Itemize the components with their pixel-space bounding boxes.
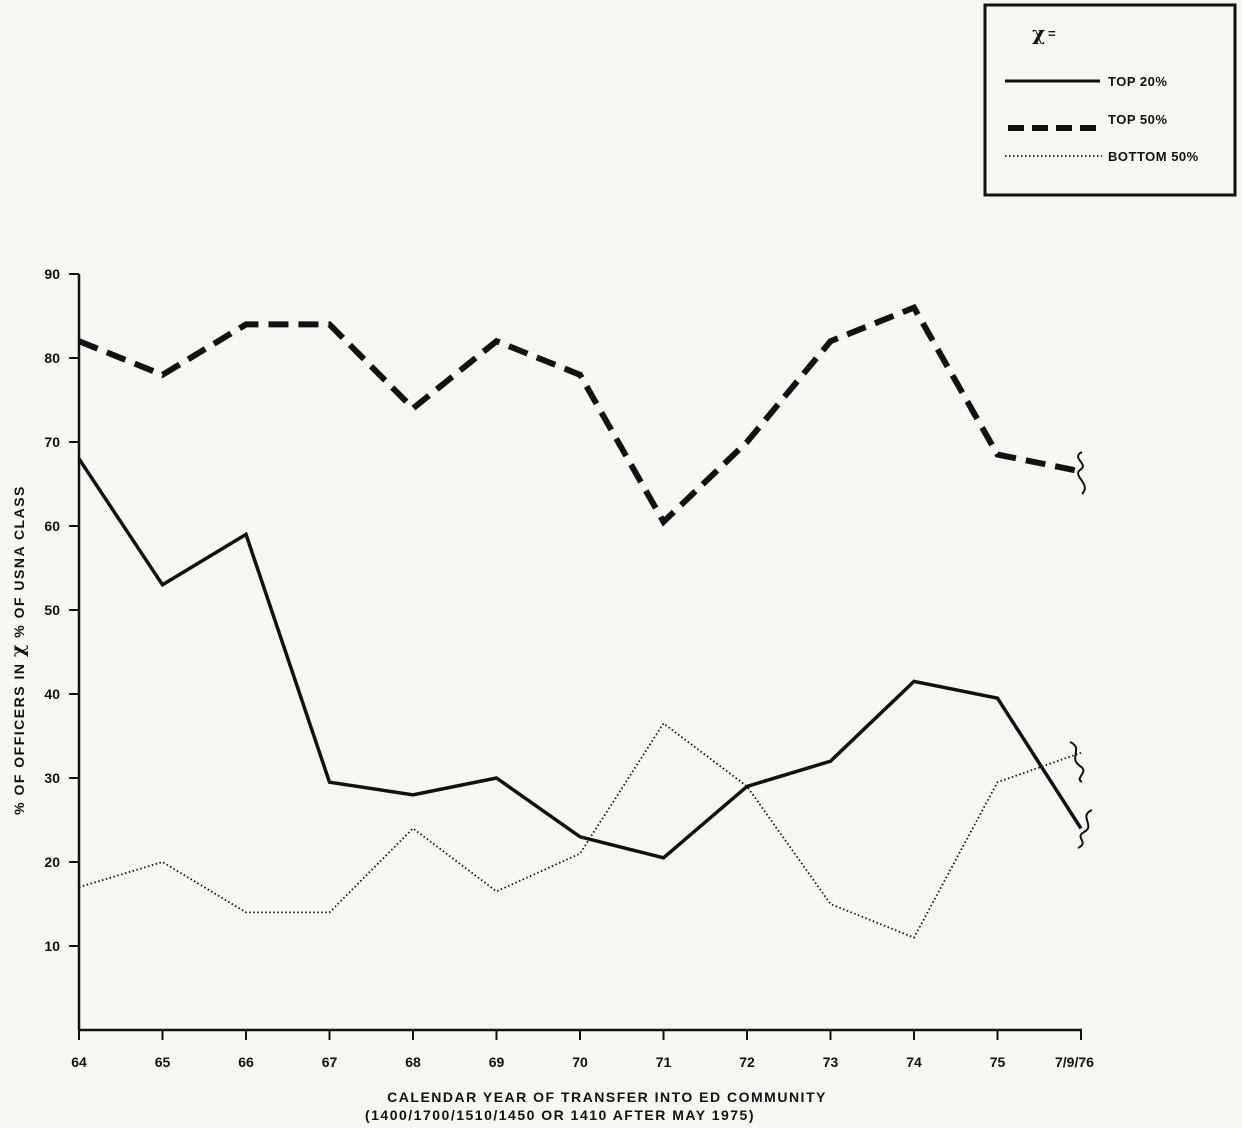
x-tick-label: 69: [489, 1054, 505, 1070]
x-tick-label: 7/9/76: [1055, 1054, 1094, 1070]
x-tick-label: 74: [906, 1054, 922, 1070]
x-tick-label: 67: [322, 1054, 338, 1070]
break-mark-top-50: [1077, 451, 1086, 495]
x-tick-label: 64: [71, 1054, 87, 1070]
y-axis-title-suffix: % OF USNA CLASS: [11, 485, 27, 643]
x-tick-label: 70: [572, 1054, 588, 1070]
series-layer: [77, 303, 1083, 939]
series-line-top-50: [77, 303, 1082, 527]
legend-header-equals: =: [1048, 26, 1056, 41]
x-axis-subtitle: (1400/1700/1510/1450 OR 1410 AFTER MAY 1…: [365, 1107, 755, 1123]
legend-label-top-20: TOP 20%: [1108, 74, 1167, 89]
break-mark-top-20: [1077, 809, 1093, 849]
legend-label-top-50: TOP 50%: [1108, 112, 1167, 127]
y-tick-label: 30: [44, 770, 60, 786]
y-tick-label: 10: [44, 938, 60, 954]
legend: χ = TOP 20% TOP 50% BOTTOM 50%: [983, 3, 1237, 197]
y-tick-label: 80: [44, 350, 60, 366]
x-tick-label: 75: [990, 1054, 1006, 1070]
x-tick-label: 72: [739, 1054, 755, 1070]
x-axis-ticks: 64 65 66 67 68 69 70 71 72 73 74 75 7/9/76: [71, 1030, 1094, 1070]
x-tick-label: 65: [155, 1054, 171, 1070]
y-tick-label: 20: [44, 854, 60, 870]
series-line-top-20: [77, 457, 1083, 860]
x-tick-label: 71: [656, 1054, 672, 1070]
axis-break-marks: [1069, 451, 1093, 849]
series-line-bottom-50: [78, 722, 1082, 939]
x-tick-label: 66: [238, 1054, 254, 1070]
x-tick-label: 68: [405, 1054, 421, 1070]
y-tick-label: 40: [44, 686, 60, 702]
y-axis-title-prefix: % OF OFFICERS IN: [11, 657, 27, 815]
legend-header-symbol: χ: [1032, 21, 1045, 45]
y-tick-label: 50: [44, 602, 60, 618]
x-axis-title: CALENDAR YEAR OF TRANSFER INTO ED COMMUN…: [387, 1089, 827, 1105]
y-tick-label: 90: [44, 266, 60, 282]
x-tick-label: 73: [823, 1054, 839, 1070]
y-axis-title: % OF OFFICERS IN χ % OF USNA CLASS: [7, 485, 29, 815]
y-tick-label: 70: [44, 434, 60, 450]
legend-frame: [983, 3, 1237, 197]
break-mark-bottom-50: [1069, 741, 1085, 783]
legend-label-bottom-50: BOTTOM 50%: [1108, 149, 1199, 164]
y-axis-ticks: 10 20 30 40 50 60 70 80 90: [44, 266, 79, 954]
y-axis-title-chi: χ: [7, 643, 29, 657]
y-tick-label: 60: [44, 518, 60, 534]
